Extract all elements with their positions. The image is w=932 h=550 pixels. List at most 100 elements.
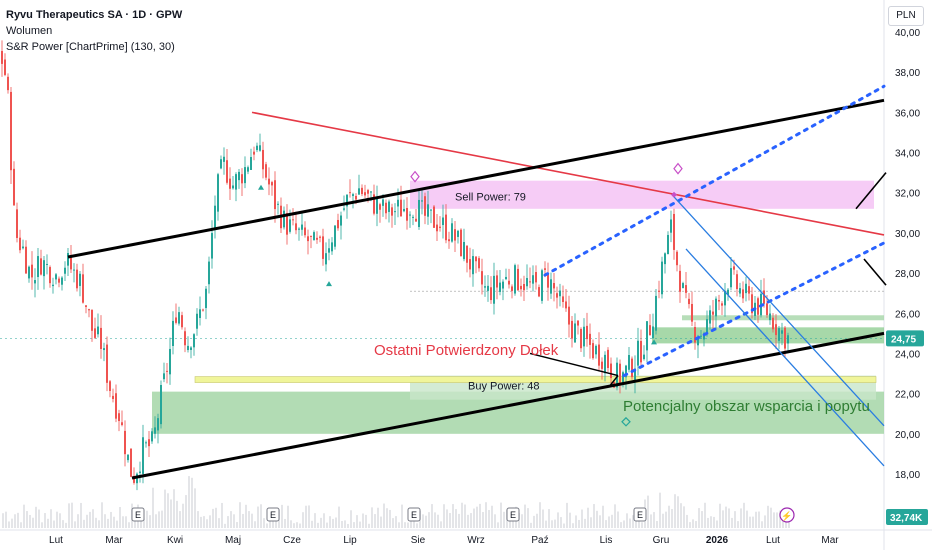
candle-body xyxy=(247,167,249,172)
volume-bar xyxy=(224,523,226,528)
currency-button[interactable]: PLN xyxy=(888,6,924,26)
dotted-channel-upper[interactable] xyxy=(543,84,886,277)
candle-body xyxy=(544,268,546,270)
candle-body xyxy=(376,198,378,214)
candle-body xyxy=(346,194,348,207)
candle-body xyxy=(619,363,621,385)
volume-bar xyxy=(233,514,235,528)
volume-bar xyxy=(530,522,532,528)
volume-bar xyxy=(686,514,688,528)
volume-bar xyxy=(416,523,418,528)
candle-body xyxy=(190,347,192,350)
price-axis-tick: 34,00 xyxy=(895,149,920,160)
candle-body xyxy=(151,431,153,442)
candle-body xyxy=(478,258,480,269)
candle-body xyxy=(133,475,135,483)
volume-bar xyxy=(545,520,547,528)
dotted-channel-lower[interactable] xyxy=(622,241,886,378)
candle-body xyxy=(97,326,99,335)
volume-bar xyxy=(563,523,565,528)
candle-body xyxy=(541,270,543,301)
candle-body xyxy=(508,280,510,285)
candle-body xyxy=(118,413,120,422)
volume-bar xyxy=(2,513,4,528)
volume-bar xyxy=(62,520,64,528)
candle-body xyxy=(244,167,246,184)
candle-body xyxy=(439,226,441,228)
resistance-trend-line[interactable] xyxy=(251,111,885,236)
price-axis-tick: 30,00 xyxy=(895,229,920,240)
candle-body xyxy=(322,236,324,259)
time-axis-tick: Lis xyxy=(600,535,613,546)
time-axis-tick: Maj xyxy=(225,535,241,546)
volume-indicator-label[interactable]: Wolumen xyxy=(6,25,53,37)
volume-bar xyxy=(77,514,79,528)
volume-bar xyxy=(632,515,634,528)
candle-body xyxy=(277,203,279,205)
price-axis-tick: 18,00 xyxy=(895,470,920,481)
candle-body xyxy=(79,273,81,286)
channel-lower-line[interactable] xyxy=(131,331,885,480)
volume-bar xyxy=(92,509,94,528)
volume-bar xyxy=(389,509,391,528)
candle-body xyxy=(409,214,411,216)
candle-body xyxy=(217,174,219,212)
candle-body xyxy=(283,210,285,228)
down-channel-lower[interactable] xyxy=(685,248,885,467)
symbol-title[interactable]: Ryvu Therapeutics SA · 1D · GPW xyxy=(6,9,183,21)
candle-body xyxy=(352,194,354,197)
volume-bar xyxy=(758,511,760,528)
candle-body xyxy=(139,471,141,473)
volume-bar xyxy=(578,519,580,528)
earnings-marker[interactable] xyxy=(407,507,421,522)
candle-body xyxy=(703,333,705,340)
volume-bar xyxy=(368,523,370,528)
volume-bar xyxy=(716,520,718,528)
earnings-marker[interactable] xyxy=(266,507,280,522)
volume-bar xyxy=(680,503,682,528)
candle-body xyxy=(565,301,567,309)
volume-bar xyxy=(464,504,466,528)
candle-body xyxy=(328,248,330,253)
volume-bar xyxy=(71,502,73,528)
candle-body xyxy=(175,317,177,323)
volume-bar xyxy=(125,516,127,528)
candle-body xyxy=(742,289,744,299)
volume-bar xyxy=(17,512,19,528)
volume-bar xyxy=(755,511,757,528)
candle-body xyxy=(529,281,531,283)
candle-body xyxy=(142,437,144,474)
candle-body xyxy=(490,287,492,301)
candle-body xyxy=(289,219,291,232)
candle-body xyxy=(676,251,678,266)
volume-bar xyxy=(704,502,706,528)
candle-body xyxy=(34,280,36,284)
candle-body xyxy=(160,384,162,425)
candle-body xyxy=(64,267,66,274)
earnings-marker[interactable] xyxy=(131,507,145,522)
earnings-marker[interactable] xyxy=(633,507,647,522)
candle-body xyxy=(271,182,273,186)
down-channel-upper[interactable] xyxy=(671,194,885,427)
volume-bar xyxy=(572,523,574,528)
candle-body xyxy=(574,323,576,343)
candle-body xyxy=(751,294,753,314)
candle-body xyxy=(187,345,189,351)
volume-bar xyxy=(734,511,736,528)
volume-bar xyxy=(287,505,289,528)
last-price-badge[interactable] xyxy=(886,330,924,347)
price-axis-tick: 28,00 xyxy=(895,269,920,280)
earnings-marker[interactable] xyxy=(506,507,520,522)
dividend-marker[interactable] xyxy=(779,507,795,523)
candle-body xyxy=(559,290,561,297)
candle-body xyxy=(727,289,729,295)
price-axis-tick: 36,00 xyxy=(895,108,920,119)
buy-power-label: Buy Power: 48 xyxy=(468,381,540,393)
sr-power-indicator-label[interactable]: S&R Power [ChartPrime] (130, 30) xyxy=(6,41,175,53)
channel-upper-line[interactable] xyxy=(67,98,885,259)
volume-bar xyxy=(422,514,424,528)
candle-body xyxy=(538,287,540,297)
earnings-marker-label: E xyxy=(270,510,276,520)
